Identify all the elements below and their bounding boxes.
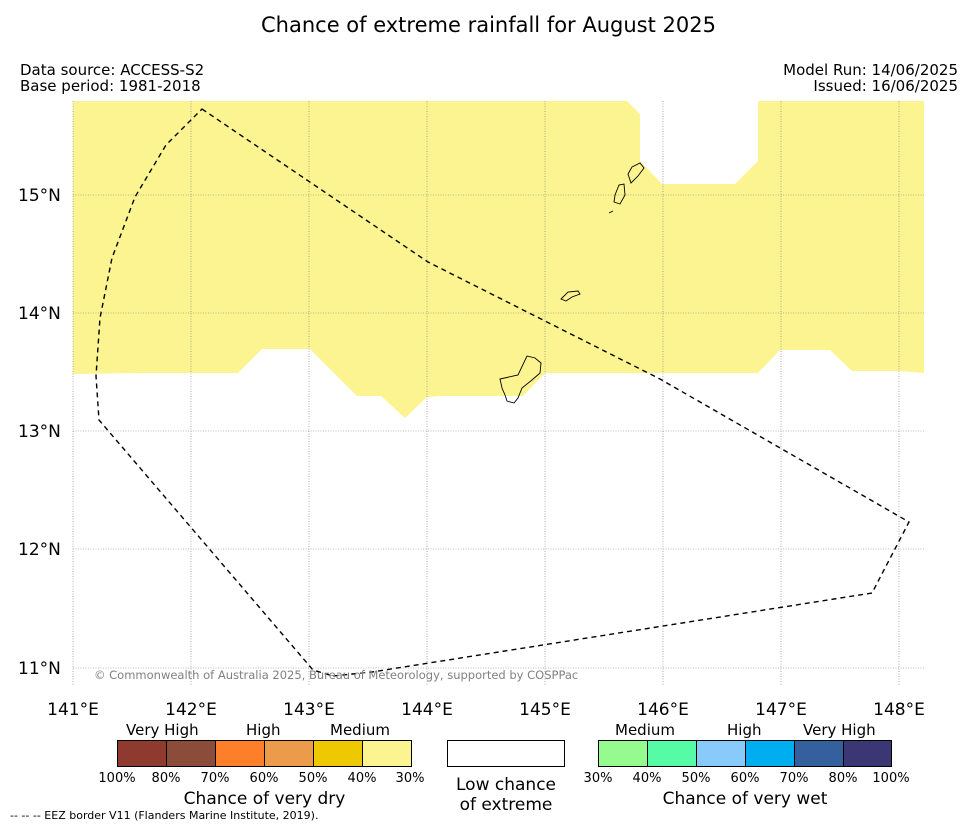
wet-swatch-5 xyxy=(794,740,844,767)
base-period: Base period: 1981-2018 xyxy=(20,77,201,95)
wet-swatch-3 xyxy=(696,740,746,767)
issued-date: Issued: 16/06/2025 xyxy=(813,77,958,95)
dry-swatch-2 xyxy=(166,740,216,767)
aguijan-island xyxy=(608,210,614,214)
rota-island xyxy=(560,290,581,302)
guam-island xyxy=(499,355,542,404)
wet-tick-60: 60% xyxy=(730,771,760,786)
lon-label-148e: 148°E xyxy=(873,700,925,720)
dry-swatch-4 xyxy=(264,740,314,767)
dry-tick-60: 60% xyxy=(249,771,279,786)
dry-legend-title: Chance of very dry xyxy=(183,789,346,809)
lon-label-142e: 142°E xyxy=(165,700,217,720)
tinian-island xyxy=(613,183,626,205)
wet-category-very-high: Very High xyxy=(803,721,876,739)
wet-swatch-2 xyxy=(647,740,697,767)
map-figure: 15°N 14°N 13°N 12°N 11°N 141°E 142°E 143… xyxy=(18,101,925,720)
dry-category-very-high: Very High xyxy=(126,721,199,739)
map-title: Chance of extreme rainfall for August 20… xyxy=(261,13,716,37)
eez-border xyxy=(95,108,910,677)
dry-tick-50: 50% xyxy=(298,771,328,786)
graticule xyxy=(73,101,924,686)
lat-label-12n: 12°N xyxy=(18,540,61,560)
wet-tick-50: 50% xyxy=(681,771,711,786)
lon-label-146e: 146°E xyxy=(637,700,689,720)
copyright-notice: © Commonwealth of Australia 2025, Bureau… xyxy=(94,668,578,682)
lat-label-14n: 14°N xyxy=(18,304,61,324)
wet-category-high: High xyxy=(727,721,762,739)
dry-swatch-5 xyxy=(313,740,363,767)
lon-label-145e: 145°E xyxy=(519,700,571,720)
lon-label-144e: 144°E xyxy=(401,700,453,720)
wet-tick-80: 80% xyxy=(828,771,858,786)
dry-category-high: High xyxy=(246,721,281,739)
wet-category-medium: Medium xyxy=(615,721,675,739)
wet-tick-100: 100% xyxy=(872,771,910,786)
lon-label-143e: 143°E xyxy=(283,700,335,720)
wet-legend-title: Chance of very wet xyxy=(662,789,828,809)
dry-tick-70: 70% xyxy=(200,771,230,786)
lat-label-15n: 15°N xyxy=(18,186,61,206)
lat-label-11n: 11°N xyxy=(18,659,61,679)
meta-left: Data source: ACCESS-S2 Base period: 1981… xyxy=(20,62,204,94)
wet-tick-30: 30% xyxy=(583,771,613,786)
dry-tick-100: 100% xyxy=(98,771,136,786)
lon-label-141e: 141°E xyxy=(47,700,99,720)
meta-right: Model Run: 14/06/2025 Issued: 16/06/2025 xyxy=(783,62,958,94)
model-run: Model Run: 14/06/2025 xyxy=(783,61,958,79)
dry-swatch-1 xyxy=(117,740,167,767)
eez-footnote: -- -- -- EEZ border V11 (Flanders Marine… xyxy=(10,809,319,822)
dry-tick-40: 40% xyxy=(347,771,377,786)
dry-tick-30: 30% xyxy=(395,771,425,786)
neutral-legend-title-line2: of extreme xyxy=(459,795,553,815)
neutral-swatch xyxy=(447,740,565,767)
wet-swatch-6 xyxy=(843,740,892,767)
islands xyxy=(499,162,645,404)
wet-swatch-4 xyxy=(745,740,795,767)
neutral-legend-title-line1: Low chance xyxy=(456,775,556,795)
lon-label-147e: 147°E xyxy=(755,700,807,720)
wet-swatch-1 xyxy=(598,740,648,767)
lat-label-13n: 13°N xyxy=(18,422,61,442)
dry-swatch-3 xyxy=(215,740,265,767)
data-source: Data source: ACCESS-S2 xyxy=(20,61,205,79)
dry-tick-80: 80% xyxy=(151,771,181,786)
saipan-island xyxy=(627,162,645,184)
dry-swatch-6 xyxy=(362,740,412,767)
dry-category-medium: Medium xyxy=(330,721,390,739)
wet-tick-40: 40% xyxy=(632,771,662,786)
medium-dry-region xyxy=(73,101,924,418)
wet-tick-70: 70% xyxy=(779,771,809,786)
